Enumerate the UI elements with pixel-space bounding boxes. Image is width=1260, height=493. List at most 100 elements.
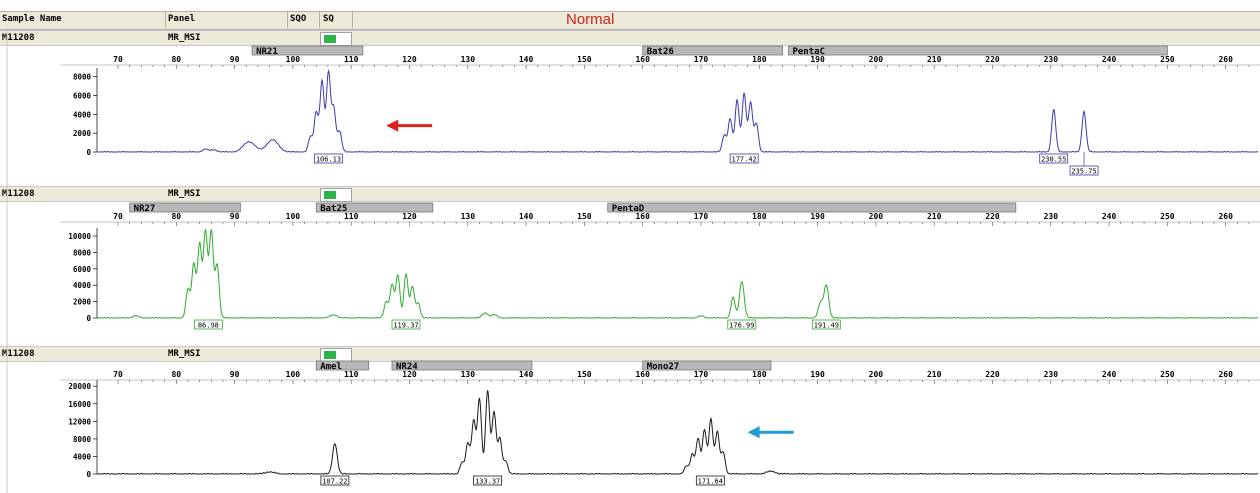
x-tick-label: 130: [461, 212, 476, 221]
x-tick-label: 230: [1044, 212, 1059, 221]
x-tick-label: 230: [1044, 55, 1059, 64]
x-tick-label: 220: [985, 55, 1000, 64]
x-tick-label: 70: [113, 55, 123, 64]
peak-size-label[interactable]: 107.22: [320, 475, 350, 486]
bin-marker[interactable]: Bat26: [642, 45, 784, 57]
annotation-arrow: [747, 426, 794, 439]
x-tick-label: 250: [1160, 370, 1175, 379]
col-sample-name[interactable]: Sample Name: [2, 14, 62, 24]
bin-label: NR21: [256, 47, 278, 57]
x-tick-label: 220: [985, 370, 1000, 379]
x-tick-label: 140: [519, 55, 534, 64]
header-divider: [287, 11, 288, 28]
header-divider: [165, 11, 166, 28]
peak-size-label[interactable]: 235.75: [1069, 152, 1099, 176]
col-sq[interactable]: SQ: [323, 14, 334, 24]
x-tick-label: 110: [344, 55, 359, 64]
y-tick-label: 0: [86, 148, 91, 157]
sample-name: M11208: [2, 349, 35, 359]
peak-size-label[interactable]: 176.99: [727, 319, 757, 330]
peak-size-label[interactable]: 177.42: [729, 153, 759, 164]
peak-size-label[interactable]: 191.49: [811, 319, 841, 330]
x-axis: 70 80 90 100 110 120 130 140 150 160 170 180 190 200 2…: [60, 370, 1260, 384]
x-tick-label: 170: [694, 55, 709, 64]
peak-size-text: 133.37: [475, 478, 500, 486]
x-tick-label: 160: [635, 370, 650, 379]
y-tick-label: 6000: [73, 92, 92, 101]
y-tick-label: 0: [86, 314, 91, 323]
y-axis: 0 4000 8000 12000 16000 20000: [68, 380, 98, 479]
x-axis: 70 80 90 100 110 120 130 140 150 160 170 180 190 200 2…: [60, 212, 1260, 226]
x-tick-label: 190: [810, 55, 825, 64]
sample-row-1[interactable]: M11208 MR_MSI: [0, 30, 1260, 46]
y-tick-label: 2000: [73, 129, 92, 138]
panel-name: MR_MSI: [168, 349, 201, 359]
x-tick-label: 230: [1044, 370, 1059, 379]
x-tick-label: 120: [402, 55, 417, 64]
peak-size-label[interactable]: 230.55: [1039, 153, 1069, 164]
x-tick-label: 260: [1218, 212, 1233, 221]
peak-size-label[interactable]: 119.37: [391, 319, 421, 330]
y-tick-label: 16000: [68, 400, 91, 409]
bin-marker[interactable]: Bat25: [315, 202, 434, 214]
x-tick-label: 100: [286, 55, 301, 64]
peak-size-label[interactable]: 106.13: [314, 153, 343, 164]
bin-marker[interactable]: PentaC: [788, 45, 1168, 57]
x-tick-label: 120: [402, 370, 417, 379]
y-tick-label: 8000: [73, 248, 92, 257]
y-tick-label: 4000: [73, 452, 92, 461]
y-tick-label: 20000: [68, 382, 91, 391]
bin-marker[interactable]: Mono27: [642, 360, 772, 372]
x-tick-label: 150: [577, 370, 592, 379]
x-tick-label: 110: [344, 212, 359, 221]
x-tick-label: 130: [461, 55, 476, 64]
trace-line: [96, 228, 1258, 319]
x-tick-label: 70: [113, 370, 123, 379]
bin-marker[interactable]: NR24: [391, 360, 533, 372]
x-tick-label: 210: [927, 370, 942, 379]
x-tick-label: 100: [286, 212, 301, 221]
y-axis: 0 2000 4000 6000 8000: [73, 68, 98, 157]
y-axis: 0 2000 4000 6000 8000 10000: [68, 228, 98, 323]
y-tick-label: 4000: [73, 110, 92, 119]
peak-size-text: 107.22: [322, 478, 347, 486]
sample-row-3[interactable]: M11208 MR_MSI: [0, 346, 1260, 362]
x-axis: 70 80 90 100 110 120 130 140 150 160 170 180 190 200 2…: [60, 55, 1260, 69]
x-tick-label: 120: [402, 212, 417, 221]
x-tick-label: 220: [985, 212, 1000, 221]
peak-size-label[interactable]: 86.98: [193, 319, 223, 330]
x-tick-label: 160: [635, 212, 650, 221]
bin-marker[interactable]: Amel: [315, 360, 370, 372]
sq-status-indicator[interactable]: [320, 32, 352, 46]
x-tick-label: 240: [1102, 370, 1117, 379]
sq-status-indicator[interactable]: [320, 188, 352, 202]
x-tick-label: 90: [230, 212, 240, 221]
bin-marker[interactable]: NR21: [251, 45, 364, 57]
bin-marker[interactable]: NR27: [129, 202, 241, 214]
x-tick-label: 140: [519, 370, 534, 379]
trace-panel-1: NR21 Bat26 PentaC 70 80 90 100 110 120 130 140 150 1…: [60, 45, 1260, 176]
y-tick-label: 8000: [73, 435, 92, 444]
sample-row-2[interactable]: M11208 MR_MSI: [0, 186, 1260, 202]
x-tick-label: 170: [694, 370, 709, 379]
x-tick-label: 160: [635, 55, 650, 64]
x-tick-label: 250: [1160, 212, 1175, 221]
x-tick-label: 200: [869, 370, 884, 379]
x-tick-label: 90: [230, 370, 240, 379]
bin-label: Bat26: [647, 47, 674, 57]
x-tick-label: 180: [752, 212, 767, 221]
annotation-arrow: [386, 119, 433, 132]
col-panel[interactable]: Panel: [168, 14, 196, 24]
bin-label: Amel: [320, 362, 342, 372]
bin-marker[interactable]: PentaD: [607, 202, 1017, 214]
peak-size-label[interactable]: 171.64: [695, 475, 725, 486]
trace-panel-2: NR27 Bat25 PentaD 70 80 90 100 110 120 130 140 150 1…: [60, 202, 1260, 330]
x-tick-label: 180: [752, 370, 767, 379]
x-tick-label: 80: [171, 212, 181, 221]
header-divider: [352, 11, 353, 28]
col-sqo[interactable]: SQO: [290, 14, 307, 24]
peak-size-label[interactable]: 133.37: [473, 475, 503, 486]
x-tick-label: 200: [869, 212, 884, 221]
x-tick-label: 190: [810, 212, 825, 221]
